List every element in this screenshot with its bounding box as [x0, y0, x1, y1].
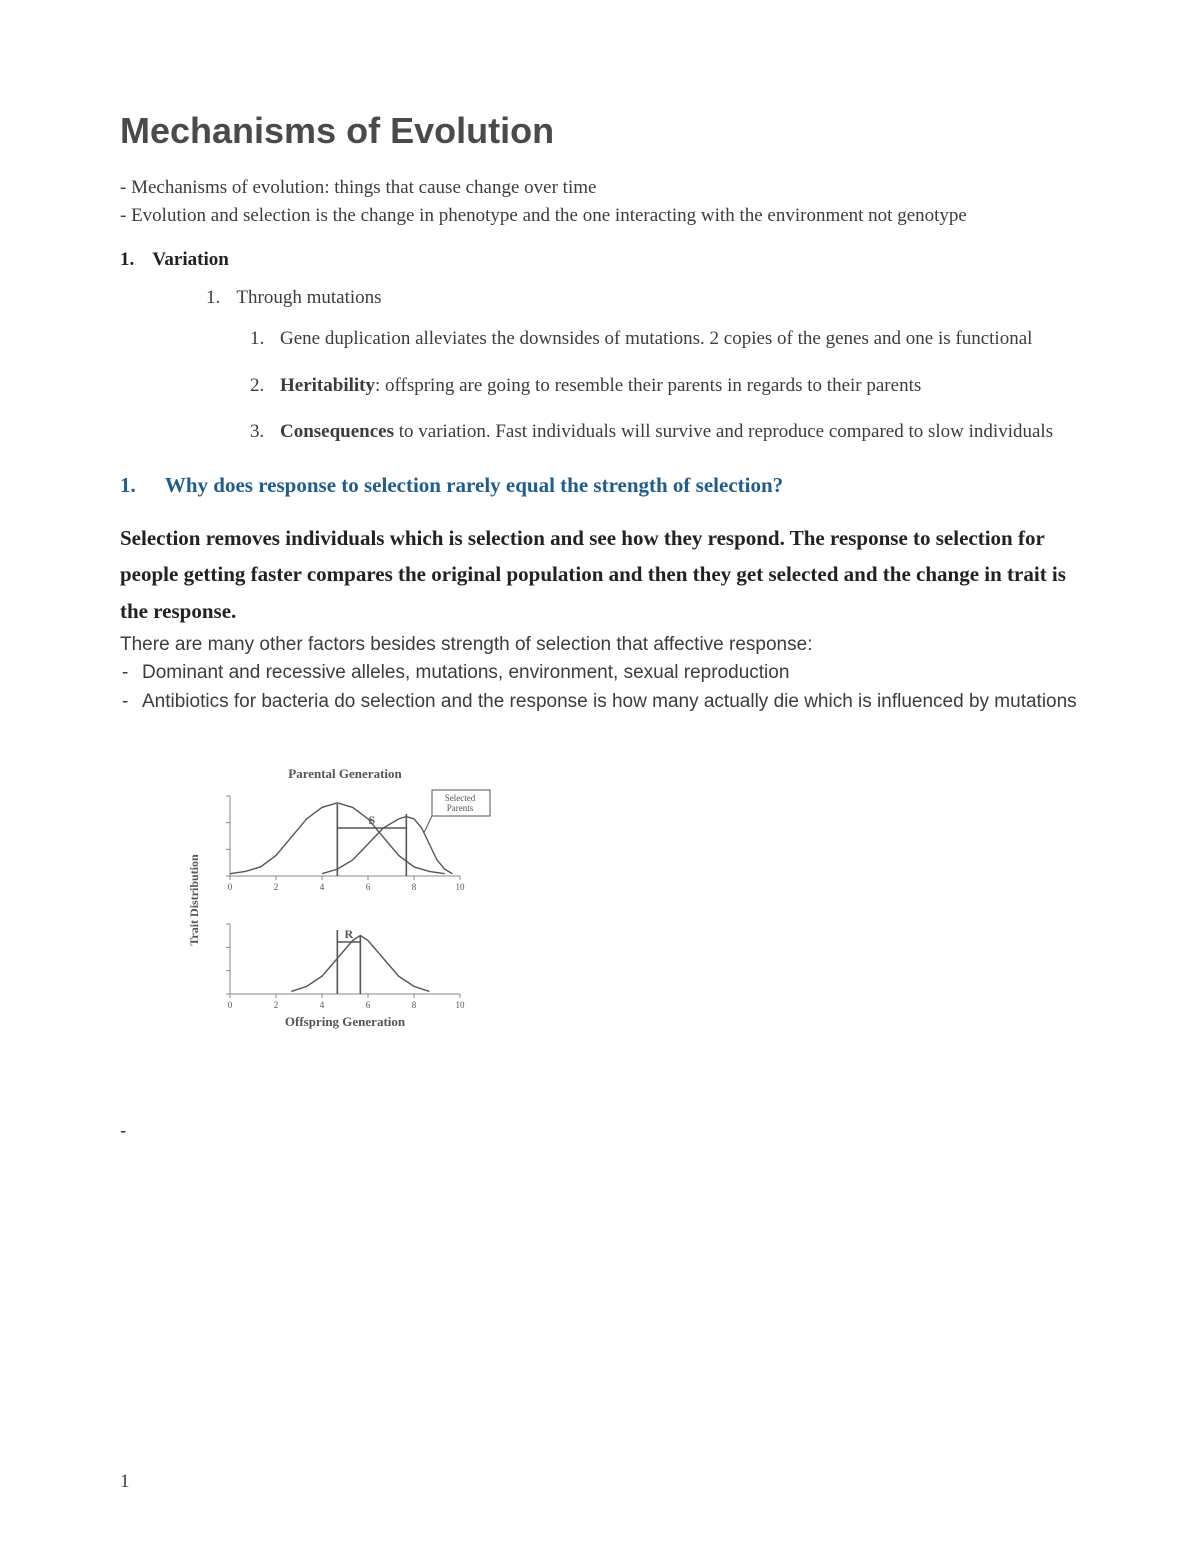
sub2-number: 3. — [250, 418, 280, 447]
intro-line-2: - Evolution and selection is the change … — [120, 202, 1080, 230]
svg-text:Offspring Generation: Offspring Generation — [285, 1014, 406, 1029]
section-label: Variation — [152, 249, 228, 270]
svg-text:6: 6 — [366, 882, 371, 892]
sub2-bold-term: Heritability — [280, 375, 375, 396]
sub2-text: Gene duplication alleviates the downside… — [280, 328, 1032, 349]
answer-bold-paragraph: Selection removes individuals which is s… — [120, 520, 1080, 630]
svg-text:10: 10 — [456, 882, 466, 892]
svg-text:Parental Generation: Parental Generation — [288, 766, 402, 781]
svg-text:Selected: Selected — [445, 793, 476, 803]
sub2-body: Consequences to variation. Fast individu… — [280, 418, 1080, 447]
selection-figure: Parental Generation 0 2 4 6 8 10 S SelectedParen… — [180, 756, 1080, 1061]
svg-text:S: S — [368, 813, 375, 827]
sub2-item: 1.Gene duplication alleviates the downsi… — [250, 325, 1080, 354]
sub2-list: 1.Gene duplication alleviates the downsi… — [120, 325, 1080, 447]
sub2-text: : offspring are going to resemble their … — [375, 375, 921, 396]
sub1-number: 1. — [206, 287, 232, 309]
sub2-number: 1. — [250, 325, 280, 354]
answer-bullet: -Dominant and recessive alleles, mutatio… — [120, 660, 1080, 687]
svg-text:R: R — [344, 927, 353, 941]
answer-bullet-list: -Dominant and recessive alleles, mutatio… — [120, 660, 1080, 715]
question-text: Why does response to selection rarely eq… — [165, 473, 783, 497]
sub2-bold-term: Consequences — [280, 421, 394, 442]
bullet-text: Antibiotics for bacteria do selection an… — [142, 689, 1080, 716]
dash-icon: - — [120, 660, 142, 687]
sub2-body: Gene duplication alleviates the downside… — [280, 325, 1080, 354]
sub2-text: to variation. Fast individuals will surv… — [394, 421, 1053, 442]
sub2-number: 2. — [250, 372, 280, 401]
page-title: Mechanisms of Evolution — [120, 110, 1080, 152]
svg-text:0: 0 — [228, 1000, 233, 1010]
answer-plain-text: There are many other factors besides str… — [120, 634, 812, 655]
answer-plain-line: There are many other factors besides str… — [120, 632, 1080, 659]
svg-text:2: 2 — [274, 1000, 279, 1010]
bullet-text: Dominant and recessive alleles, mutation… — [142, 660, 1080, 687]
sub2-item: 2.Heritability: offspring are going to r… — [250, 372, 1080, 401]
sub1-label: Through mutations — [236, 287, 381, 308]
answer-bullet: -Antibiotics for bacteria do selection a… — [120, 689, 1080, 716]
svg-text:10: 10 — [456, 1000, 466, 1010]
intro-block: - Mechanisms of evolution: things that c… — [120, 174, 1080, 229]
section-heading-variation: 1. Variation — [120, 249, 1080, 271]
sub2-body: Heritability: offspring are going to res… — [280, 372, 1080, 401]
page-number: 1 — [120, 1471, 130, 1493]
selection-diagram-svg: Parental Generation 0 2 4 6 8 10 S SelectedParen… — [180, 756, 520, 1056]
svg-text:2: 2 — [274, 882, 279, 892]
section-number: 1. — [120, 249, 148, 271]
document-page: Mechanisms of Evolution - Mechanisms of … — [0, 0, 1200, 1553]
subitem-mutations: 1. Through mutations — [206, 287, 1080, 309]
question-number: 1. — [120, 473, 160, 498]
question-heading: 1. Why does response to selection rarely… — [120, 473, 1080, 498]
svg-text:4: 4 — [320, 1000, 325, 1010]
dash-icon: - — [120, 689, 142, 716]
svg-text:8: 8 — [412, 1000, 417, 1010]
svg-text:0: 0 — [228, 882, 233, 892]
svg-text:8: 8 — [412, 882, 417, 892]
orphan-dash: - — [120, 1121, 1080, 1143]
svg-text:Parents: Parents — [447, 803, 474, 813]
svg-text:Trait Distribution: Trait Distribution — [187, 854, 201, 946]
svg-text:4: 4 — [320, 882, 325, 892]
intro-line-1: - Mechanisms of evolution: things that c… — [120, 174, 1080, 202]
sub2-item: 3.Consequences to variation. Fast indivi… — [250, 418, 1080, 447]
svg-text:6: 6 — [366, 1000, 371, 1010]
